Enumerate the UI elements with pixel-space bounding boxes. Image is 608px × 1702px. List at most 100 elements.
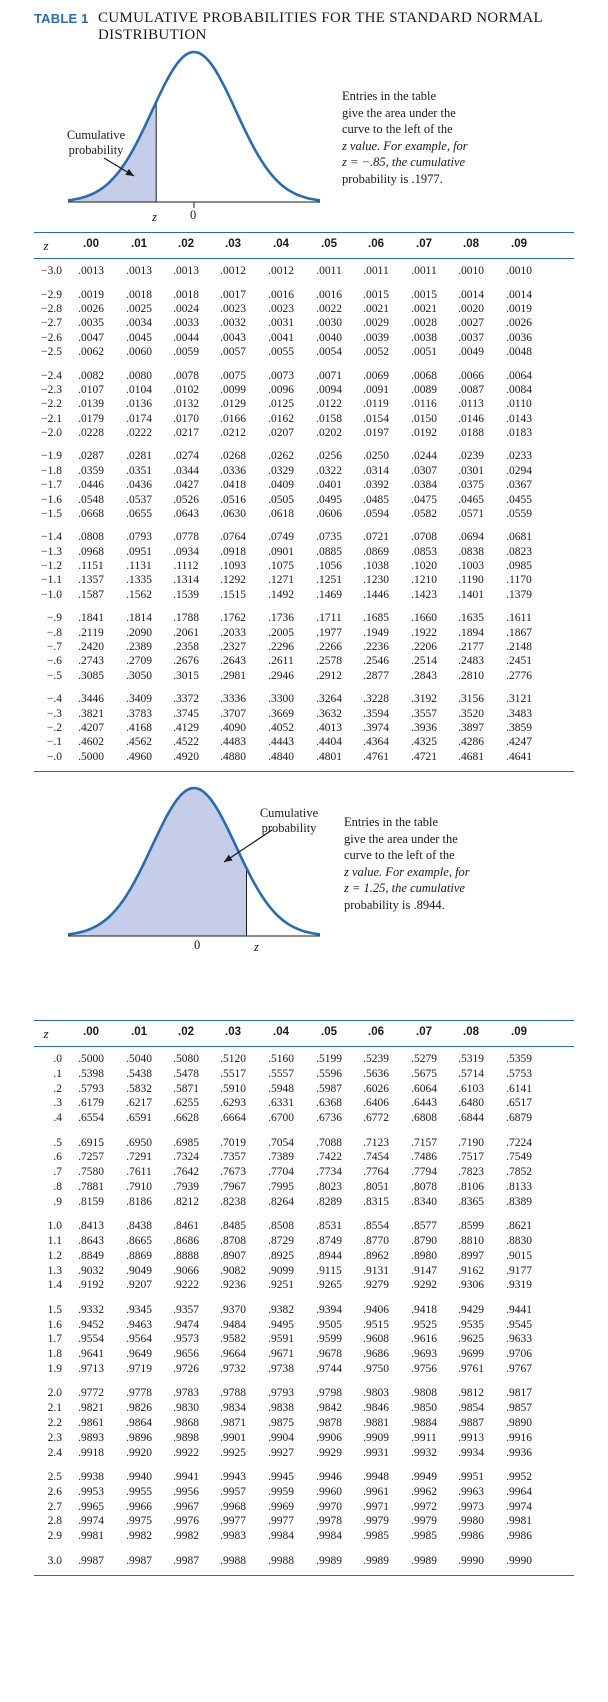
cumulative-probability-label: Cumulative probability	[248, 806, 330, 836]
probability-cell: .9817	[506, 1387, 532, 1400]
probability-cell: .0192	[411, 426, 437, 439]
note-line: probability is .8944.	[344, 897, 445, 912]
probability-cell: .7357	[220, 1151, 246, 1164]
probability-cell: .0052	[363, 345, 389, 358]
table-row: −1.7 .0446 .0436 .0427 .0418 .0409 .0401 .0392.…	[34, 479, 574, 493]
probability-cell: .1867	[506, 626, 532, 639]
probability-cell: .0197	[363, 426, 389, 439]
probability-cell: .9826	[126, 1402, 152, 1415]
probability-cell: .5636	[363, 1067, 389, 1080]
row-z-value: 2.4	[47, 1446, 62, 1459]
probability-cell: .0015	[411, 288, 437, 301]
probability-cell: .0078	[173, 369, 199, 382]
probability-cell: .9382	[268, 1303, 294, 1316]
probability-cell: .3156	[458, 693, 484, 706]
probability-cell: .7852	[506, 1166, 532, 1179]
row-z-value: −2.0	[41, 426, 62, 439]
probability-cell: .9989	[316, 1554, 342, 1567]
probability-cell: .0026	[506, 317, 532, 330]
probability-cell: .0281	[126, 450, 152, 463]
row-z-value: −1.5	[41, 507, 62, 520]
probability-cell: .1271	[268, 574, 294, 587]
probability-cell: .1736	[268, 612, 294, 625]
table-row: −.0 .5000 .4960 .4920 .4880 .4840 .4801 .4761 .4…	[34, 751, 574, 765]
probability-cell: .8997	[458, 1249, 484, 1262]
table-row: 2.1 .9821 .9826 .9830 .9834 .9838 .9842 .9846 .9…	[34, 1402, 574, 1416]
header-col: .05	[321, 1026, 337, 1038]
probability-cell: .0764	[220, 531, 246, 544]
probability-cell: .0016	[268, 288, 294, 301]
row-z-value: .5	[53, 1136, 62, 1149]
probability-cell: .0301	[458, 464, 484, 477]
probability-cell: .0116	[411, 398, 437, 411]
probability-cell: .9418	[411, 1303, 437, 1316]
probability-cell: .8810	[458, 1235, 484, 1247]
header-z: z	[43, 238, 49, 253]
probability-cell: .0212	[220, 426, 246, 439]
probability-cell: .9985	[363, 1530, 389, 1543]
note-line: give the area under the	[342, 105, 456, 120]
z-axis-label: z	[254, 940, 259, 954]
probability-cell: .1922	[411, 626, 437, 639]
probability-cell: .0351	[126, 464, 152, 477]
probability-cell: .0162	[268, 412, 294, 425]
probability-cell: .0885	[316, 545, 342, 558]
probability-cell: .8438	[126, 1220, 152, 1233]
probability-cell: .0643	[173, 507, 199, 520]
table-row: 1.7 .9554 .9564 .9573 .9582 .9591 .9599 .9608 .9…	[34, 1333, 574, 1347]
probability-cell: .2709	[126, 655, 152, 668]
probability-cell: .1423	[411, 588, 437, 601]
left-tail-figure: Cumulative probability z 0 Entries in th…	[34, 48, 574, 248]
probability-cell: .0012	[268, 265, 294, 277]
probability-cell: .9699	[458, 1348, 484, 1361]
header-col: .00	[83, 238, 99, 250]
right-cumulative-figure: Cumulative probability 0 z Entries in th…	[34, 786, 574, 996]
probability-cell: .6368	[316, 1097, 342, 1110]
row-z-value: −1.0	[41, 588, 62, 601]
probability-cell: .0344	[173, 464, 199, 477]
probability-cell: .4562	[126, 736, 152, 749]
probability-cell: .9671	[268, 1348, 294, 1361]
probability-cell: .0985	[506, 560, 532, 573]
header-col: .01	[131, 238, 147, 250]
row-z-value: −.0	[46, 750, 62, 763]
probability-cell: .9783	[173, 1387, 199, 1400]
probability-cell: .0082	[78, 369, 104, 382]
row-z-value: .1	[53, 1067, 62, 1080]
probability-cell: .2578	[316, 655, 342, 668]
header-col: .00	[83, 1026, 99, 1038]
probability-cell: .0314	[363, 464, 389, 477]
probability-cell: .9554	[78, 1333, 104, 1346]
probability-cell: .0250	[363, 450, 389, 463]
probability-cell: .1335	[126, 574, 152, 587]
probability-cell: .7123	[363, 1136, 389, 1149]
left-tail-curve-diagram	[67, 50, 321, 208]
probability-cell: .0066	[458, 369, 484, 382]
probability-cell: .8770	[363, 1235, 389, 1247]
header-col: .08	[463, 238, 479, 250]
probability-cell: .9292	[411, 1279, 437, 1292]
probability-cell: .9976	[173, 1515, 199, 1528]
probability-cell: .9931	[363, 1446, 389, 1459]
table-row: −.9 .1841 .1814 .1788 .1762 .1736 .1711 .1685 .1…	[34, 612, 574, 626]
probability-cell: .9834	[220, 1402, 246, 1415]
probability-cell: .0091	[363, 383, 389, 396]
probability-cell: .9911	[411, 1431, 437, 1444]
probability-cell: .9951	[458, 1471, 484, 1483]
header-z: z	[43, 1026, 49, 1041]
probability-cell: .7454	[363, 1151, 389, 1164]
table-row: .3 .6179 .6217 .6255 .6293 .6331 .6368 .6406 .64…	[34, 1097, 574, 1111]
probability-cell: .0038	[411, 331, 437, 344]
row-z-value: −3.0	[41, 265, 62, 277]
probability-cell: .9983	[220, 1530, 246, 1543]
probability-cell: .0122	[316, 398, 342, 411]
probability-cell: .0202	[316, 426, 342, 439]
probability-cell: .9963	[458, 1485, 484, 1498]
probability-cell: .9953	[78, 1485, 104, 1498]
note-line: probability is .1977.	[342, 171, 443, 186]
probability-cell: .0375	[458, 479, 484, 492]
probability-cell: .0274	[173, 450, 199, 463]
probability-cell: .2514	[411, 655, 437, 668]
probability-cell: .9564	[126, 1333, 152, 1346]
row-z-value: −.6	[46, 655, 62, 668]
